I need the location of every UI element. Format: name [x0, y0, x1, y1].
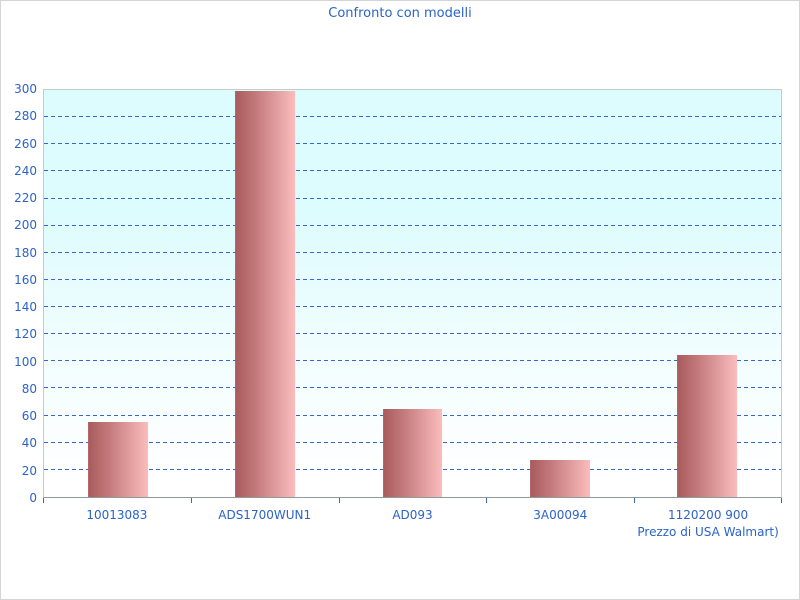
- y-tick-label: 0: [29, 491, 37, 505]
- y-tick-label: 140: [14, 300, 37, 315]
- gridline-160: [44, 278, 781, 280]
- x-category-label: 3A00094: [533, 508, 588, 522]
- y-axis-labels: 0 20 40 60 80 100 120 140 160 180 200 220 240 260 280 3…: [1, 82, 37, 505]
- gridline-120: [44, 333, 781, 335]
- y-tick-label: 300: [14, 82, 37, 96]
- gridline-180: [44, 251, 781, 253]
- y-tick-label: 20: [21, 463, 37, 478]
- y-tick-label: 160: [14, 272, 37, 287]
- y-tick-label: 280: [14, 109, 37, 124]
- gridline-200: [44, 224, 781, 226]
- bar: [677, 354, 738, 497]
- y-tick-label: 220: [14, 191, 37, 206]
- x-category-label: 1120200 900 Prezzo di USA Walmart): [637, 508, 779, 539]
- bar: [382, 408, 443, 497]
- gridline-80: [44, 387, 781, 389]
- bar: [235, 91, 296, 497]
- y-tick-label: 180: [14, 245, 37, 260]
- gridline-240: [44, 170, 781, 172]
- chart-title: Confronto con modelli: [328, 6, 472, 21]
- x-tick: [634, 498, 636, 503]
- y-tick-label: 60: [21, 409, 37, 424]
- gridline-280: [44, 116, 781, 118]
- x-category-label: AD093: [392, 508, 433, 522]
- y-tick-label: 100: [14, 354, 37, 369]
- gridline-100: [44, 360, 781, 362]
- y-tick-label: 200: [14, 218, 37, 233]
- x-tick: [190, 498, 192, 503]
- x-tick: [486, 498, 488, 503]
- y-tick-label: 260: [14, 136, 37, 151]
- bar: [529, 460, 590, 497]
- y-tick-label: 40: [21, 436, 37, 451]
- x-category-label: 10013083: [86, 508, 148, 522]
- y-tick-label: 240: [14, 163, 37, 178]
- gridline-260: [44, 143, 781, 145]
- y-tick-label: 120: [14, 327, 37, 342]
- x-category-label: ADS1700WUN1: [218, 508, 312, 522]
- gridline-140: [44, 306, 781, 308]
- x-axis-ticks: [43, 498, 782, 503]
- gridline-220: [44, 197, 781, 199]
- x-tick: [43, 498, 44, 503]
- y-tick-label: 80: [21, 381, 37, 396]
- bar: [87, 422, 148, 497]
- x-tick: [338, 498, 340, 503]
- plot-area: [43, 89, 782, 498]
- x-tick: [781, 498, 782, 503]
